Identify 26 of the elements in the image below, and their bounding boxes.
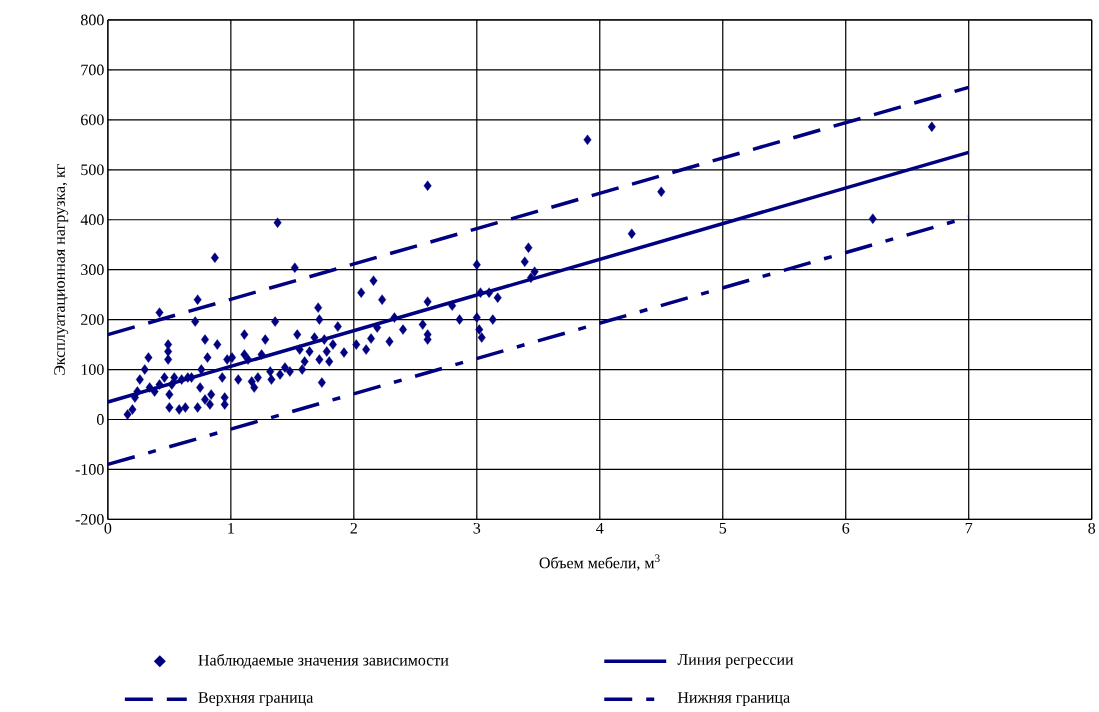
- x-tick-label: 5: [719, 522, 727, 534]
- y-tick-label: -200: [75, 513, 104, 525]
- x-tick-label: 2: [350, 522, 357, 534]
- legend-label: Нижняя граница: [677, 692, 790, 707]
- y-tick-label: 700: [81, 64, 104, 76]
- x-tick-label: 0: [104, 522, 112, 534]
- y-tick-label: 600: [81, 114, 104, 126]
- x-tick-label: 8: [1088, 522, 1096, 534]
- y-tick-label: 0: [96, 414, 104, 425]
- x-tick-label: 4: [596, 522, 604, 534]
- x-tick-label: 1: [228, 522, 234, 534]
- x-axis-title: Объем мебели, м$^{3}$: [539, 554, 660, 571]
- y-tick-label: 300: [81, 264, 104, 275]
- x-tick-label: 3: [473, 522, 481, 534]
- x-tick-label: 6: [842, 522, 850, 534]
- y-tick-label: -100: [75, 463, 104, 475]
- legend-label: Линия регрессии: [677, 654, 794, 669]
- y-tick-label: 500: [81, 164, 104, 176]
- y-tick-label: 800: [80, 14, 104, 26]
- y-tick-label: 200: [81, 314, 104, 325]
- y-tick-label: 400: [80, 214, 104, 226]
- legend-label: Наблюдаемые значения зависимости: [198, 653, 449, 669]
- x-tick-label: 7: [965, 522, 973, 534]
- legend-label: Верхняя граница: [198, 692, 314, 707]
- y-axis-title: Эксплуатационная нагрузка, кг: [54, 163, 69, 375]
- y-tick-label: 100: [81, 364, 104, 375]
